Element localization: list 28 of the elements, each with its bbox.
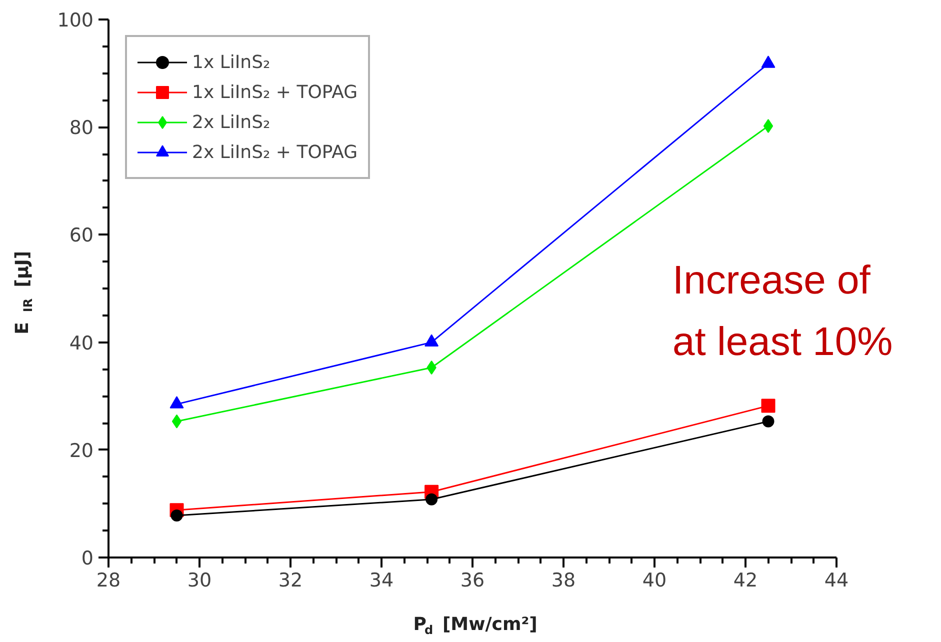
point — [761, 56, 776, 68]
x-tick-label: 28 — [96, 570, 121, 592]
point — [762, 415, 774, 428]
point — [426, 493, 438, 506]
point — [170, 510, 183, 522]
y-tick-label: 80 — [69, 117, 94, 140]
x-tick-label: 36 — [460, 570, 485, 592]
point — [424, 334, 439, 347]
legend-label: 1x LiInS₂ — [192, 50, 270, 74]
x-tick-label: 40 — [642, 570, 667, 592]
point — [761, 398, 776, 413]
y-axis-title: E IR [µJ] — [12, 250, 35, 334]
x-tick-label: 32 — [278, 570, 303, 592]
x-tick-label: 44 — [824, 570, 849, 592]
x-tick-label: 38 — [551, 570, 576, 592]
y-tick-label: 40 — [69, 332, 94, 354]
legend-label: 2x LiInS₂ — [192, 110, 270, 134]
legend-label: 2x LiInS₂ + TOPAG — [192, 140, 358, 164]
x-tick-label: 42 — [733, 570, 758, 592]
point — [172, 414, 182, 428]
y-tick-label: 100 — [57, 10, 94, 32]
y-tick-label: 20 — [69, 440, 94, 462]
x-tick-label: 34 — [369, 570, 394, 592]
legend-label: 1x LiInS₂ + TOPAG — [192, 80, 358, 104]
y-tick-label: 60 — [69, 224, 94, 247]
x-tick-label: 30 — [187, 570, 212, 592]
y-tick-label: 0 — [81, 548, 94, 570]
annotation: Increase of at least 10% — [672, 258, 893, 364]
